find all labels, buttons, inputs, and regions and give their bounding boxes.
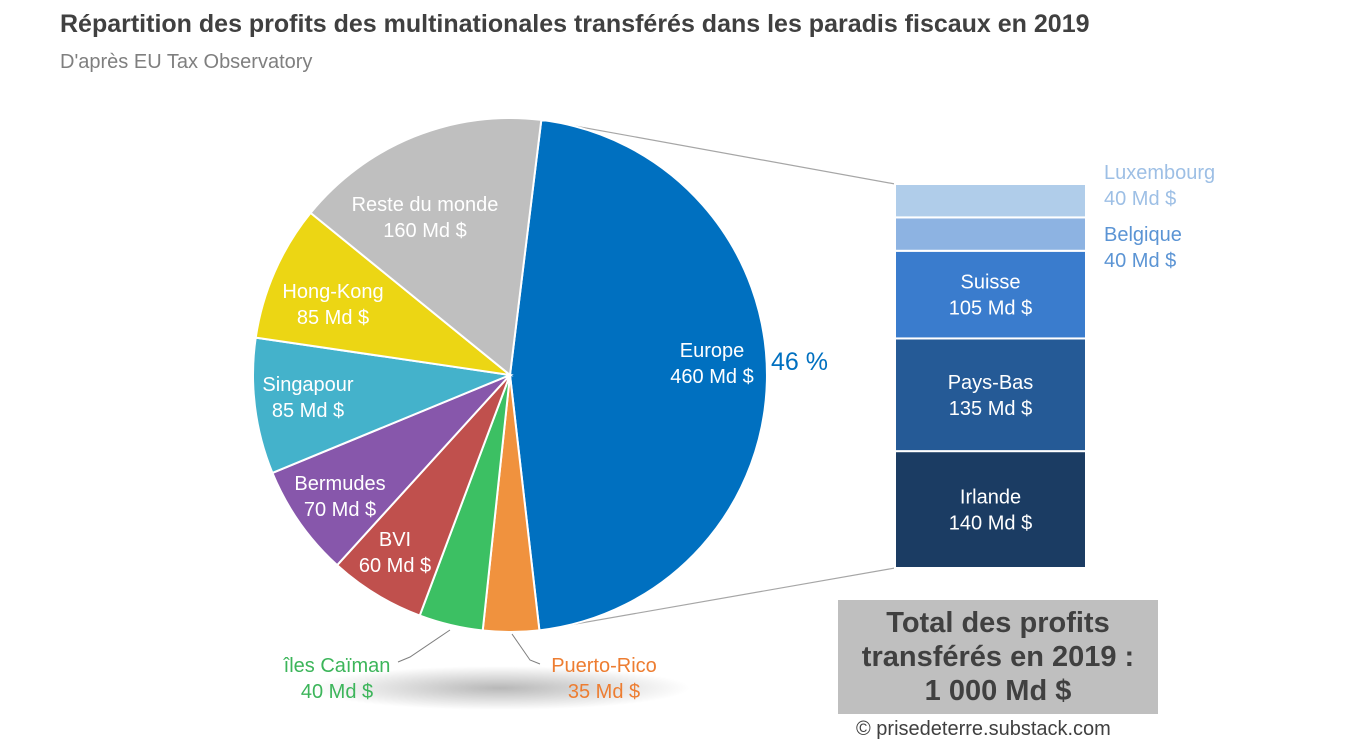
slice-name-singapour: Singapour [262,374,354,396]
slice-name-puerto-rico: Puerto-Rico [551,655,657,677]
slice-value-singapour: 85 Md $ [272,400,344,422]
slice-value-puerto-rico: 35 Md $ [568,681,640,703]
slice-value-hong-kong: 85 Md $ [297,307,369,329]
slice-name-reste-du-monde: Reste du monde [352,194,499,216]
slice-value-iles-caiman: 40 Md $ [301,681,373,703]
bar-value-suisse: 105 Md $ [949,298,1032,320]
slice-name-iles-caiman: îles Caïman [283,655,391,677]
total-line-1: Total des profits [886,607,1110,639]
europe-share-label: 46 % [771,348,828,376]
bar-value-belgique: 40 Md $ [1104,250,1176,272]
slice-value-bermudes: 70 Md $ [304,499,376,521]
pie-slice-singapour [252,336,514,475]
slice-value-europe: 460 Md $ [670,366,753,388]
bar-name-belgique: Belgique [1104,224,1182,246]
bar-name-irlande: Irlande [960,487,1021,509]
slice-name-hong-kong: Hong-Kong [282,281,383,303]
total-box: Total des profits transférés en 2019 : 1… [838,600,1158,714]
slice-value-bvi: 60 Md $ [359,555,431,577]
total-line-3: 1 000 Md $ [924,675,1072,707]
bar-segment-suisse [894,249,1087,340]
connector-top [541,119,896,185]
slice-name-bvi: BVI [379,529,411,551]
credit-text: © prisedeterre.substack.com [856,718,1111,740]
leader-line-iles-caiman [397,629,451,663]
bar-segment-irlande [894,450,1087,570]
slice-name-bermudes: Bermudes [294,473,385,495]
bar-value-luxembourg: 40 Md $ [1104,188,1176,210]
bar-value-pays-bas: 135 Md $ [949,398,1032,420]
connector-bottom [539,567,896,631]
leader-line-puerto-rico [511,633,541,665]
bar-name-luxembourg: Luxembourg [1104,162,1215,184]
bar-segment-luxembourg [894,183,1087,219]
slice-value-reste-du-monde: 160 Md $ [383,220,466,242]
bar-segment-belgique [894,216,1087,252]
pie-slice-hong-kong [254,211,514,377]
chart-title: Répartition des profits des multinationa… [60,10,1090,38]
pie-slice-europe [508,118,768,632]
total-line-2: transférés en 2019 : [861,641,1135,673]
bar-name-pays-bas: Pays-Bas [948,372,1034,394]
bar-segment-pays-bas [894,337,1087,453]
slice-name-europe: Europe [680,340,745,362]
bar-name-suisse: Suisse [960,272,1020,294]
pie-slice-bermudes [271,374,511,567]
pie-slice-reste-du-monde [309,117,543,377]
chart-subtitle: D'après EU Tax Observatory [60,51,313,73]
pie-shadow [310,666,690,710]
bar-value-irlande: 140 Md $ [949,513,1032,535]
